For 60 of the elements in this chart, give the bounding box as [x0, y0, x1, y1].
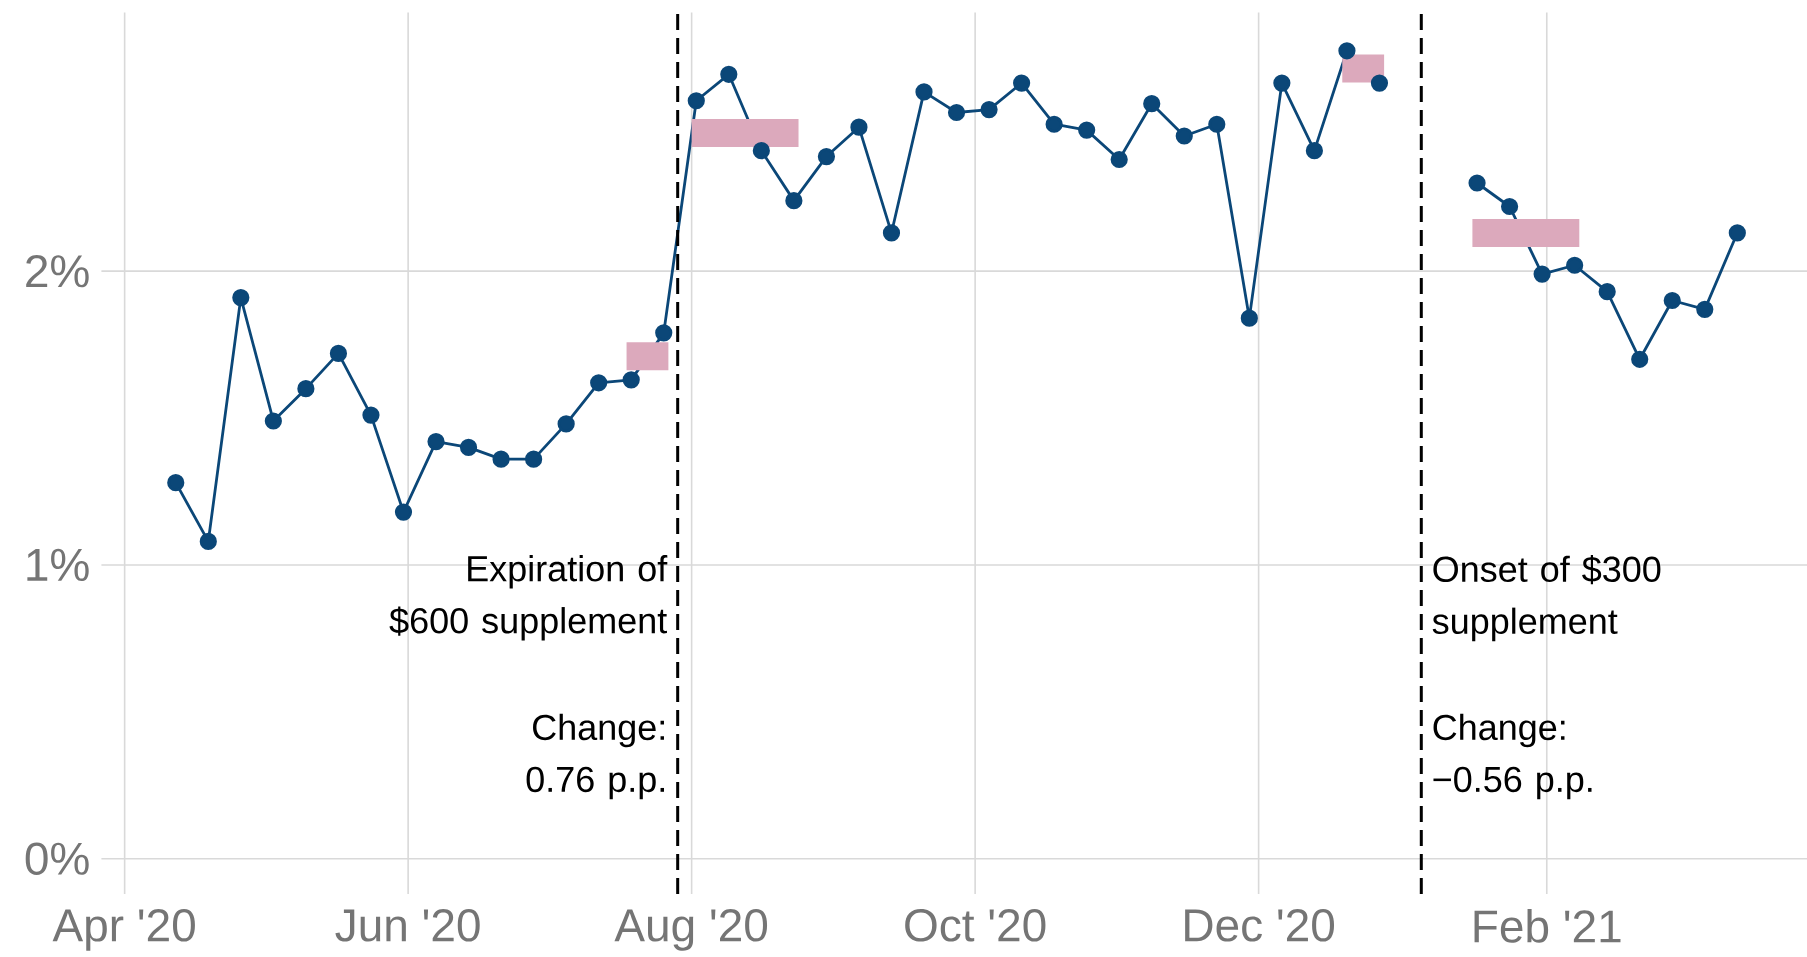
- point: [1175, 127, 1193, 145]
- annotation: Change: 0.76 p.p.: [526, 713, 664, 800]
- point: [1013, 74, 1031, 92]
- point: [199, 532, 217, 551]
- point: [264, 412, 282, 430]
- point: [1273, 74, 1291, 92]
- point: [1045, 115, 1063, 133]
- point: [1631, 350, 1649, 368]
- point: [1078, 121, 1096, 139]
- x-tick-label: Feb '21: [1474, 909, 1621, 943]
- y-tick-label: 1%: [27, 548, 89, 582]
- point: [459, 438, 478, 457]
- point: [525, 450, 543, 468]
- annotation: Change: −0.56 p.p.: [1433, 713, 1592, 800]
- point: [1110, 150, 1128, 169]
- point: [1370, 74, 1389, 92]
- ref-line-label: Expiration of $600 supplement: [389, 555, 668, 641]
- point: [850, 118, 868, 136]
- point: [1500, 197, 1519, 216]
- point: [1468, 174, 1486, 192]
- point: [1208, 115, 1226, 133]
- x-tick-label: Jun '20: [335, 909, 480, 942]
- point: [1663, 291, 1681, 310]
- point: [687, 92, 705, 110]
- x-tick-label: Dec '20: [1185, 909, 1335, 942]
- point: [1696, 300, 1714, 318]
- x-tick-label: Aug '20: [614, 909, 768, 951]
- point: [427, 432, 445, 451]
- point: [362, 406, 380, 424]
- ref-line-label: Onset of $300 supplement: [1432, 555, 1661, 642]
- point: [1598, 283, 1616, 301]
- point: [915, 83, 933, 101]
- point: [1305, 142, 1323, 160]
- point: [947, 103, 966, 122]
- point: [752, 142, 770, 160]
- point: [232, 288, 250, 307]
- point: [1566, 256, 1584, 274]
- y-tick-label: 2%: [26, 254, 89, 288]
- point: [622, 371, 640, 389]
- point: [297, 380, 315, 398]
- point: [785, 192, 803, 210]
- point: [329, 344, 348, 362]
- point: [1143, 95, 1161, 113]
- point: [1533, 265, 1551, 283]
- y-tick-label: 0%: [25, 842, 89, 876]
- point: [394, 503, 413, 521]
- point: [167, 474, 185, 492]
- point: [720, 65, 738, 83]
- x-tick-label: Apr '20: [52, 909, 195, 951]
- point: [817, 147, 836, 166]
- point: [557, 415, 575, 433]
- point: [492, 450, 510, 468]
- point: [1240, 309, 1258, 327]
- point: [1728, 224, 1746, 242]
- point: [655, 324, 673, 342]
- x-tick-label: Oct '20: [905, 909, 1046, 942]
- point: [980, 100, 998, 119]
- point: [882, 224, 901, 242]
- point: [590, 374, 608, 392]
- point: [1338, 42, 1356, 60]
